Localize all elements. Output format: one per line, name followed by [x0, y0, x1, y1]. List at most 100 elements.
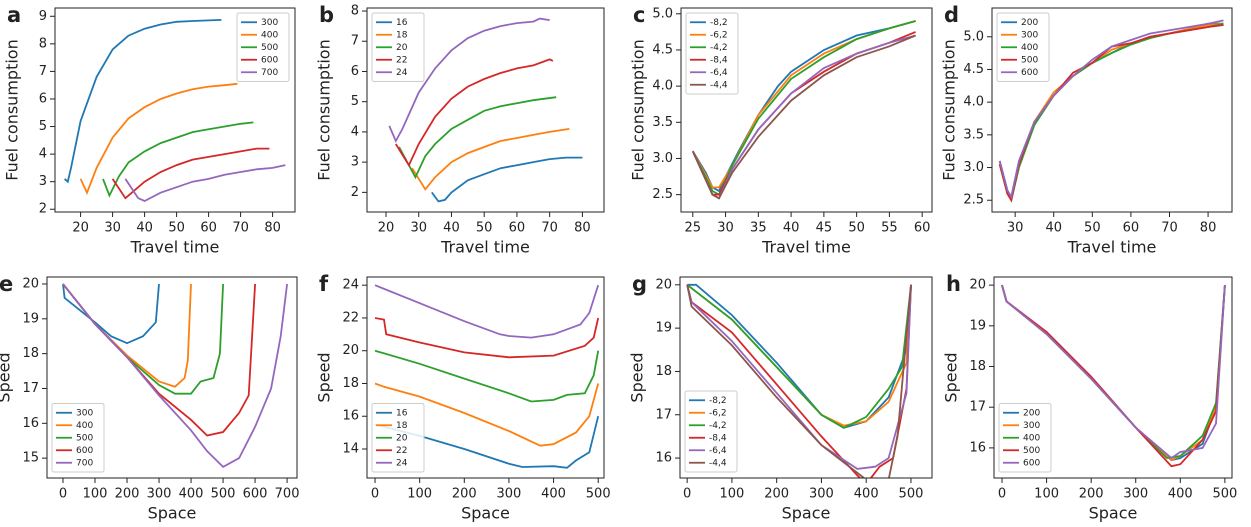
line-series [686, 284, 912, 429]
line-series [111, 147, 270, 200]
x-tick-label: 500 [211, 487, 236, 502]
line-series [62, 283, 160, 345]
legend-label: 300 [1021, 30, 1038, 40]
panel-label: g [632, 272, 647, 296]
x-tick-label: 500 [899, 487, 924, 502]
legend-label: -8,4 [710, 55, 728, 65]
legend-label: 200 [1021, 18, 1038, 28]
legend: -8,2 -6,2 -4,2 -8,4 -6,4 -4,4 [684, 390, 738, 473]
x-tick-label: 30 [104, 221, 121, 236]
legend-label: 600 [76, 446, 93, 456]
x-tick-label: 80 [574, 221, 591, 236]
line-series [691, 20, 916, 196]
legend-label: -8,4 [709, 433, 727, 443]
y-tick-label: 24 [342, 278, 359, 293]
legend-label: -4,2 [709, 421, 727, 431]
legend-box [998, 403, 1052, 473]
y-tick-label: 6 [39, 91, 47, 106]
legend-label: 22 [396, 55, 407, 65]
x-tick-label: 100 [720, 487, 745, 502]
y-tick-label: 18 [342, 376, 359, 391]
x-axis-label: Travel time [440, 238, 530, 257]
legend-box [371, 403, 425, 473]
panel-label: b [319, 3, 334, 27]
x-axis-label: Travel time [130, 238, 220, 257]
y-tick-label: 5.0 [963, 29, 984, 44]
y-tick-label: 18 [655, 364, 672, 379]
y-tick-label: 20 [969, 278, 986, 293]
x-tick-label: 0 [683, 487, 691, 502]
y-tick-label: 3.0 [652, 151, 673, 166]
y-axis-label: Speed [942, 352, 961, 402]
y-tick-label: 3.5 [963, 127, 984, 142]
y-tick-label: 3 [39, 174, 47, 189]
legend-label: 400 [76, 421, 93, 431]
panel-label: e [0, 272, 13, 296]
x-tick-label: 700 [275, 487, 300, 502]
y-tick-label: 18 [22, 346, 39, 361]
legend-label: 20 [396, 433, 408, 443]
y-tick-label: 22 [342, 310, 359, 325]
legend: 16 18 20 22 24 [371, 12, 425, 82]
y-tick-label: 2.5 [963, 193, 984, 208]
legend-label: 16 [396, 408, 408, 418]
legend-label: -8,2 [709, 396, 727, 406]
legend: 300 400 500 600 700 [236, 12, 290, 82]
panel: 0 100 200 300 400 500 16 17 18 19 20 Space Speed h 200… [942, 272, 1238, 523]
y-axis-label: Speed [628, 352, 647, 402]
line-series [62, 283, 288, 469]
x-tick-label: 0 [998, 487, 1006, 502]
x-tick-label: 500 [586, 487, 611, 502]
legend-label: -4,4 [710, 80, 728, 90]
line-series [686, 284, 912, 470]
line-series [374, 349, 600, 403]
y-tick-label: 20 [342, 343, 359, 358]
legend-label: 200 [1023, 408, 1040, 418]
panel-label: h [946, 272, 961, 296]
legend: 200 300 400 500 600 [998, 403, 1052, 473]
y-tick-label: 17 [22, 381, 39, 396]
y-axis-label: Speed [315, 352, 334, 402]
y-tick-label: 9 [39, 9, 47, 24]
legend-box [236, 12, 290, 82]
panel: 0 100 200 300 400 500 600 700 15 16 17 18 19 20 Space S… [0, 272, 299, 523]
legend-box [996, 12, 1050, 82]
x-tick-label: 60 [200, 221, 217, 236]
x-tick-label: 300 [1123, 487, 1148, 502]
legend-label: 700 [76, 458, 93, 468]
y-tick-label: 2 [39, 202, 47, 217]
x-tick-label: 100 [83, 487, 108, 502]
x-tick-label: 400 [1168, 487, 1193, 502]
panel: 20 30 40 50 60 70 80 2 3 4 5 6 7 8 Travel time Fuel con… [315, 3, 605, 257]
x-tick-label: 100 [407, 487, 432, 502]
x-axis-label: Space [1089, 504, 1138, 523]
panel-label: c [633, 3, 645, 27]
x-tick-label: 50 [476, 221, 493, 236]
y-axis-label: Speed [0, 352, 14, 402]
legend-label: 400 [1023, 433, 1040, 443]
y-tick-label: 16 [342, 409, 359, 424]
x-tick-label: 70 [541, 221, 558, 236]
panel-label: f [319, 272, 329, 296]
line-series [62, 283, 192, 388]
y-tick-label: 4 [351, 124, 359, 139]
line-series [431, 156, 583, 203]
y-tick-label: 4.5 [652, 42, 673, 57]
line-series [374, 382, 600, 447]
y-tick-label: 6 [351, 64, 359, 79]
legend-label: 300 [1023, 421, 1040, 431]
legend-label: 300 [76, 408, 93, 418]
y-tick-label: 15 [22, 451, 39, 466]
legend-label: -8,2 [710, 18, 728, 28]
line-series [374, 415, 600, 469]
x-tick-label: 0 [371, 487, 379, 502]
y-tick-label: 18 [969, 359, 986, 374]
legend-label: -6,4 [710, 68, 728, 78]
y-tick-label: 5 [351, 94, 359, 109]
axes-frame [54, 7, 296, 213]
line-series [388, 17, 550, 144]
legend-box [51, 403, 105, 473]
y-tick-label: 19 [655, 321, 672, 336]
legend-label: 18 [396, 421, 408, 431]
x-tick-label: 50 [1084, 221, 1101, 236]
